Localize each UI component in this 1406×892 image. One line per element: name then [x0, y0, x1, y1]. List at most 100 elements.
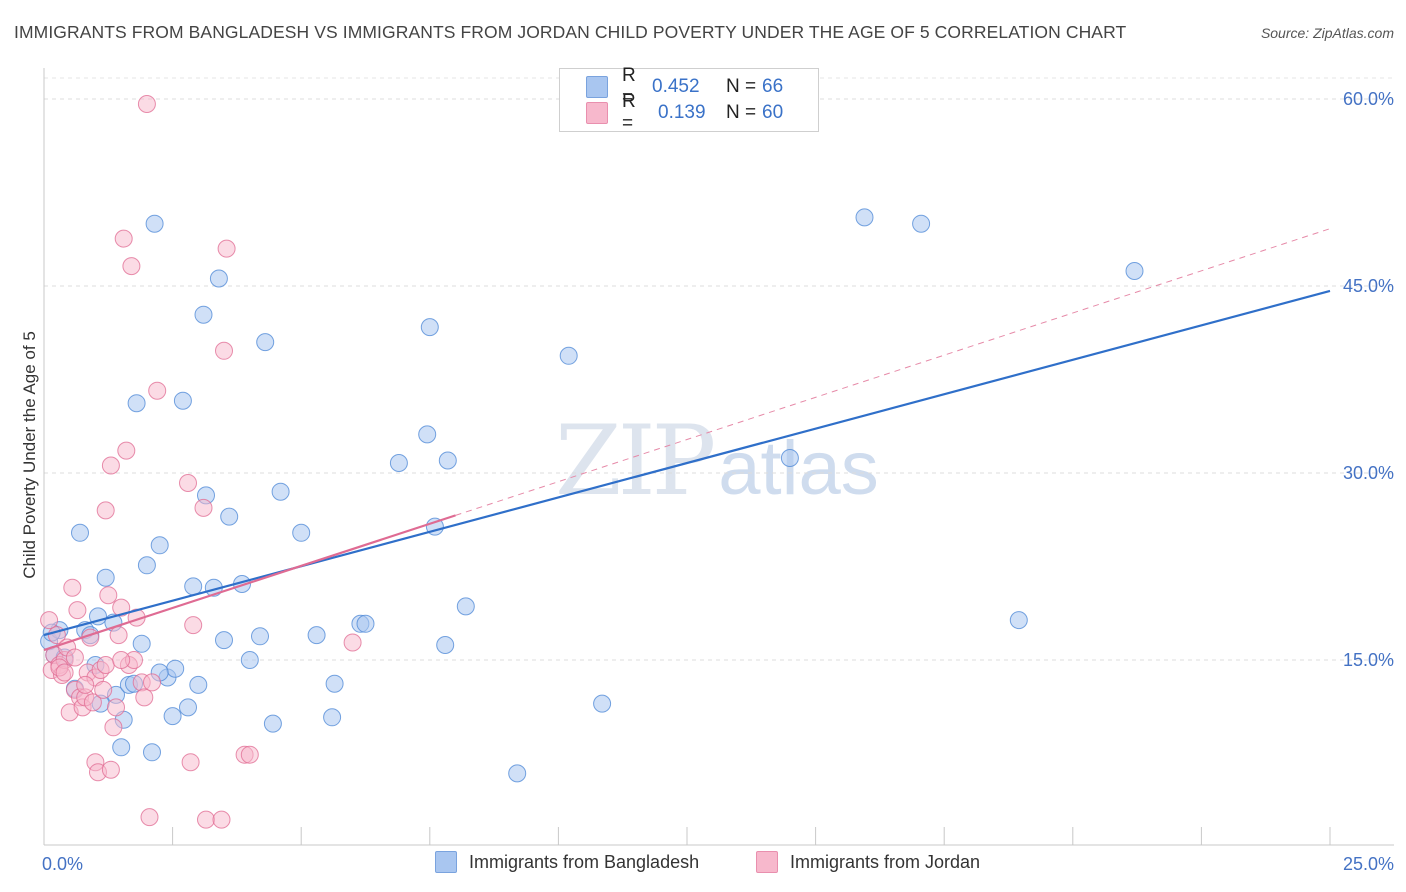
bangladesh-point — [855, 208, 874, 227]
bangladesh-point — [71, 523, 89, 542]
jordan-point — [194, 498, 213, 517]
bangladesh-point — [215, 631, 233, 650]
jordan-point — [63, 578, 82, 597]
bangladesh-point — [173, 391, 192, 410]
legend-n-value: 60 — [762, 102, 784, 123]
bangladesh-point — [251, 627, 269, 646]
bangladesh-point — [307, 626, 326, 645]
jordan-point — [107, 698, 125, 717]
bangladesh-point — [438, 451, 457, 470]
jordan-trend-line — [43, 514, 456, 652]
jordan-point — [112, 651, 131, 669]
jordan-point — [76, 675, 95, 694]
legend-n-key: N = — [726, 102, 757, 123]
x-tick-label: 25.0% — [1343, 854, 1394, 874]
jordan-point — [179, 474, 197, 492]
jordan-point — [96, 656, 115, 674]
grid-lines — [44, 77, 1394, 661]
bangladesh-point — [240, 651, 259, 669]
bangladesh-point — [145, 214, 164, 233]
bangladesh-point — [163, 707, 182, 726]
bangladesh-point — [137, 556, 156, 575]
jordan-point — [137, 95, 156, 113]
legend-n-key: N = — [726, 76, 757, 97]
bangladesh-point — [132, 634, 151, 653]
y-tick-label: 60.0% — [1343, 89, 1394, 109]
jordan-point — [94, 680, 113, 699]
zipatlas-watermark: ZIPatlas — [555, 405, 879, 517]
bangladesh-point — [912, 214, 931, 233]
jordan-point — [215, 341, 233, 360]
jordan-point — [140, 808, 159, 827]
bangladesh-point — [209, 269, 228, 288]
y-tick-label: 30.0% — [1343, 463, 1394, 483]
legend-row-jordan: R = 0.139 N = 60 — [586, 91, 784, 134]
legend-swatch-bangladesh — [586, 76, 608, 98]
bangladesh-point — [418, 425, 437, 444]
bottom-legend-jordan: Immigrants from Jordan — [756, 851, 980, 873]
jordan-point — [40, 611, 59, 630]
bangladesh-point — [166, 659, 185, 678]
jordan-point — [240, 745, 259, 764]
bangladesh-point — [780, 449, 799, 467]
jordan-point — [184, 616, 203, 635]
bangladesh-point — [1125, 262, 1144, 280]
jordan-point — [135, 688, 154, 707]
bangladesh-point — [593, 694, 612, 713]
chart-title: IMMIGRANTS FROM BANGLADESH VS IMMIGRANTS… — [14, 22, 1127, 42]
bangladesh-point — [220, 507, 239, 526]
jordan-point — [65, 648, 84, 667]
bangladesh-point — [194, 305, 213, 324]
bangladesh-point — [436, 636, 455, 654]
legend-r-value: 0.452 — [652, 76, 700, 97]
jordan-point — [83, 693, 102, 712]
jordan-trend-extension — [455, 228, 1331, 516]
bangladesh-point — [256, 333, 275, 352]
regression-lines — [43, 228, 1331, 652]
bottom-legend-label: Immigrants from Bangladesh — [469, 851, 700, 872]
y-tick-label: 15.0% — [1343, 650, 1394, 670]
bangladesh-point — [271, 482, 290, 501]
jordan-point — [114, 229, 133, 248]
legend-r-value: 0.139 — [658, 102, 706, 123]
jordan-point — [112, 598, 131, 617]
bangladesh-point — [1009, 611, 1028, 630]
tick-labels: 15.0% 30.0% 45.0% 60.0% 0.0% 25.0% — [42, 89, 1394, 874]
bottom-legend-label: Immigrants from Jordan — [790, 851, 981, 872]
jordan-point — [99, 586, 118, 605]
bottom-swatch-jordan — [756, 851, 778, 873]
bangladesh-point — [559, 346, 578, 365]
jordan-point — [104, 718, 123, 737]
bangladesh-trend-line — [43, 289, 1331, 637]
jordan-point — [101, 456, 120, 475]
jordan-point — [101, 760, 120, 779]
bangladesh-point — [420, 318, 439, 337]
legend-n-value: 66 — [762, 76, 784, 97]
bangladesh-point — [263, 714, 282, 733]
jordan-point — [55, 663, 74, 682]
jordan-point — [122, 257, 141, 276]
jordan-point — [181, 753, 200, 772]
bangladesh-point — [356, 614, 375, 633]
jordan-point — [109, 626, 128, 645]
legend-r-key: R = — [622, 91, 636, 134]
bangladesh-point — [179, 698, 197, 717]
jordan-point — [212, 810, 231, 829]
axes — [43, 68, 1394, 846]
jordan-point — [143, 673, 161, 692]
jordan-point — [217, 239, 236, 258]
bottom-legend-bangladesh: Immigrants from Bangladesh — [435, 851, 699, 873]
bangladesh-point — [150, 536, 169, 555]
bangladesh-point — [143, 743, 161, 762]
legend-r-key: R = — [622, 65, 636, 108]
bangladesh-point — [112, 738, 131, 757]
data-points — [40, 95, 1144, 829]
bangladesh-point — [189, 675, 208, 694]
correlation-legend: R = 0.452 N = 66 R = 0.139 N = 60 — [559, 65, 819, 134]
legend-swatch-jordan — [586, 102, 608, 124]
bangladesh-point — [389, 454, 408, 472]
jordan-point — [117, 441, 136, 460]
jordan-point — [343, 633, 362, 652]
legend-row-bangladesh: R = 0.452 N = 66 — [586, 65, 784, 108]
